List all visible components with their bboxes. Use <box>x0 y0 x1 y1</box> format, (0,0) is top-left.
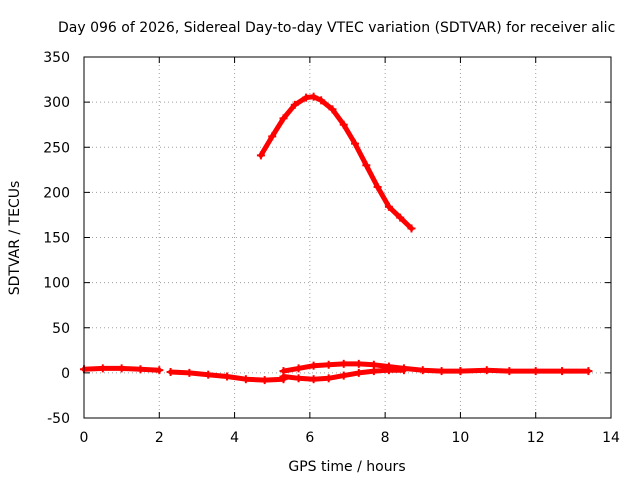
y-tick-label: 100 <box>43 276 70 292</box>
data-point <box>399 366 408 375</box>
x-tick-label: 8 <box>381 430 390 446</box>
y-tick-label: 250 <box>43 140 70 156</box>
data-point <box>324 374 333 383</box>
data-point <box>290 100 299 109</box>
data-point <box>136 365 145 374</box>
data-point <box>558 367 567 376</box>
data-point <box>98 364 107 373</box>
data-point <box>396 213 405 222</box>
y-tick-label: 350 <box>43 50 70 66</box>
y-axis-ticks: -50 0 50 100 150 200 250 300 350 <box>43 50 611 427</box>
plot-area <box>80 92 593 385</box>
x-tick-label: 2 <box>155 430 164 446</box>
data-point <box>418 366 427 375</box>
data-point <box>362 161 371 170</box>
data-point <box>482 366 491 375</box>
data-point <box>339 371 348 380</box>
data-point <box>354 368 363 377</box>
data-point <box>117 364 126 373</box>
x-tick-label: 4 <box>230 430 239 446</box>
data-point <box>384 366 393 375</box>
data-point <box>351 139 360 148</box>
y-tick-label: 0 <box>61 366 70 382</box>
data-point <box>339 120 348 129</box>
y-tick-label: 200 <box>43 185 70 201</box>
y-tick-label: -50 <box>47 411 70 427</box>
data-point <box>584 367 593 376</box>
data-point <box>531 367 540 376</box>
data-point <box>384 202 393 211</box>
data-point <box>294 374 303 383</box>
x-tick-label: 6 <box>305 430 314 446</box>
data-point <box>309 361 318 370</box>
y-tick-label: 300 <box>43 95 70 111</box>
data-point <box>223 372 232 381</box>
x-tick-label: 12 <box>527 430 545 446</box>
chart-title: Day 096 of 2026, Sidereal Day-to-day VTE… <box>58 20 615 36</box>
x-tick-label: 14 <box>602 430 620 446</box>
data-point <box>260 376 269 385</box>
grid-lines <box>84 57 611 418</box>
y-tick-label: 150 <box>43 231 70 247</box>
data-point <box>407 224 416 233</box>
data-point <box>456 367 465 376</box>
data-point <box>354 359 363 368</box>
data-point <box>155 366 164 375</box>
data-point <box>324 360 333 369</box>
series-5-trace <box>457 367 591 374</box>
x-tick-label: 10 <box>452 430 470 446</box>
data-point <box>505 367 514 376</box>
x-tick-label: 0 <box>80 430 89 446</box>
x-axis-label: GPS time / hours <box>288 459 405 475</box>
data-point <box>279 114 288 123</box>
data-point <box>369 367 378 376</box>
data-point <box>279 372 288 381</box>
data-point <box>302 93 311 102</box>
data-point <box>309 92 318 101</box>
data-point <box>309 375 318 384</box>
x-axis-ticks: 0 2 4 6 8 10 12 14 <box>80 57 620 446</box>
data-point <box>185 368 194 377</box>
data-point <box>328 105 337 114</box>
data-point <box>268 132 277 141</box>
data-point <box>437 367 446 376</box>
y-tick-label: 50 <box>52 321 70 337</box>
data-point <box>373 182 382 191</box>
data-point <box>166 367 175 376</box>
data-point <box>241 375 250 384</box>
data-point <box>204 370 213 379</box>
data-point <box>317 96 326 105</box>
data-point <box>294 364 303 373</box>
data-point <box>339 359 348 368</box>
data-point <box>256 151 265 160</box>
y-axis-label: SDTVAR / TECUs <box>7 181 23 296</box>
